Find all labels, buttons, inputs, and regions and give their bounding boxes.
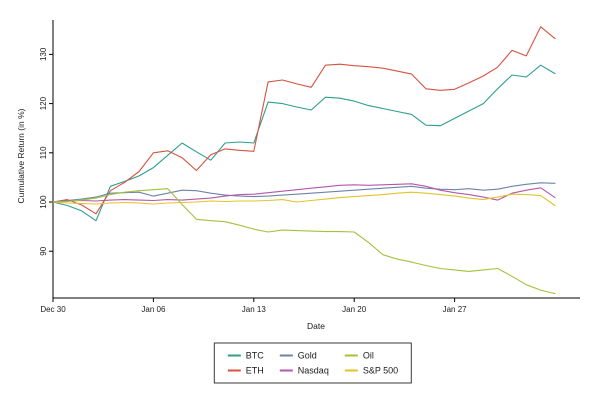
legend-swatch [279,354,293,357]
y-tick-label: 130 [39,47,48,61]
legend-label: S&P 500 [362,365,399,376]
y-tick-label: 90 [39,246,48,255]
y-tick-label: 110 [39,146,48,159]
series-line-s-p-500 [52,191,556,207]
plot-area: 90 100 110 120 130 Dec 30 Jan 06 Jan 13 Jan 20 Ja… [39,20,580,314]
legend-label: ETH [245,365,264,376]
legend-item-btc: BTC [227,350,264,361]
legend: BTC Gold Oil ETH Nasdaq S&P 500 [213,342,413,384]
series-line-nasdaq [52,183,556,203]
y-tick-label: 100 [39,195,48,209]
legend-swatch [227,369,241,372]
x-tick-label: Jan 20 [342,305,367,314]
legend-swatch [344,369,358,372]
legend-swatch [344,354,358,357]
legend-item-oil: Oil [344,350,398,361]
series-line-oil [52,188,556,295]
legend-item-nasdaq: Nasdaq [279,365,329,376]
x-tick-label: Jan 13 [242,305,267,314]
x-tick-label: Jan 06 [141,305,166,314]
legend-label: Nasdaq [297,365,329,376]
y-axis-title: Cumulative Return (in %) [16,108,26,204]
x-tick-label: Jan 27 [443,305,468,314]
series-line-btc [52,64,556,222]
x-axis-title: Date [307,321,325,331]
series-line-gold [52,182,556,203]
legend-swatch [279,369,293,372]
y-tick-label: 120 [39,96,48,110]
legend-swatch [227,354,241,357]
legend-label: Oil [362,350,374,361]
x-tick-label: Dec 30 [40,305,66,314]
series-line-eth [52,26,556,215]
legend-item-gold: Gold [279,350,329,361]
legend-item-s-p-500: S&P 500 [344,365,399,376]
legend-item-eth: ETH [227,365,264,376]
legend-label: BTC [245,350,264,361]
legend-label: Gold [297,350,317,361]
